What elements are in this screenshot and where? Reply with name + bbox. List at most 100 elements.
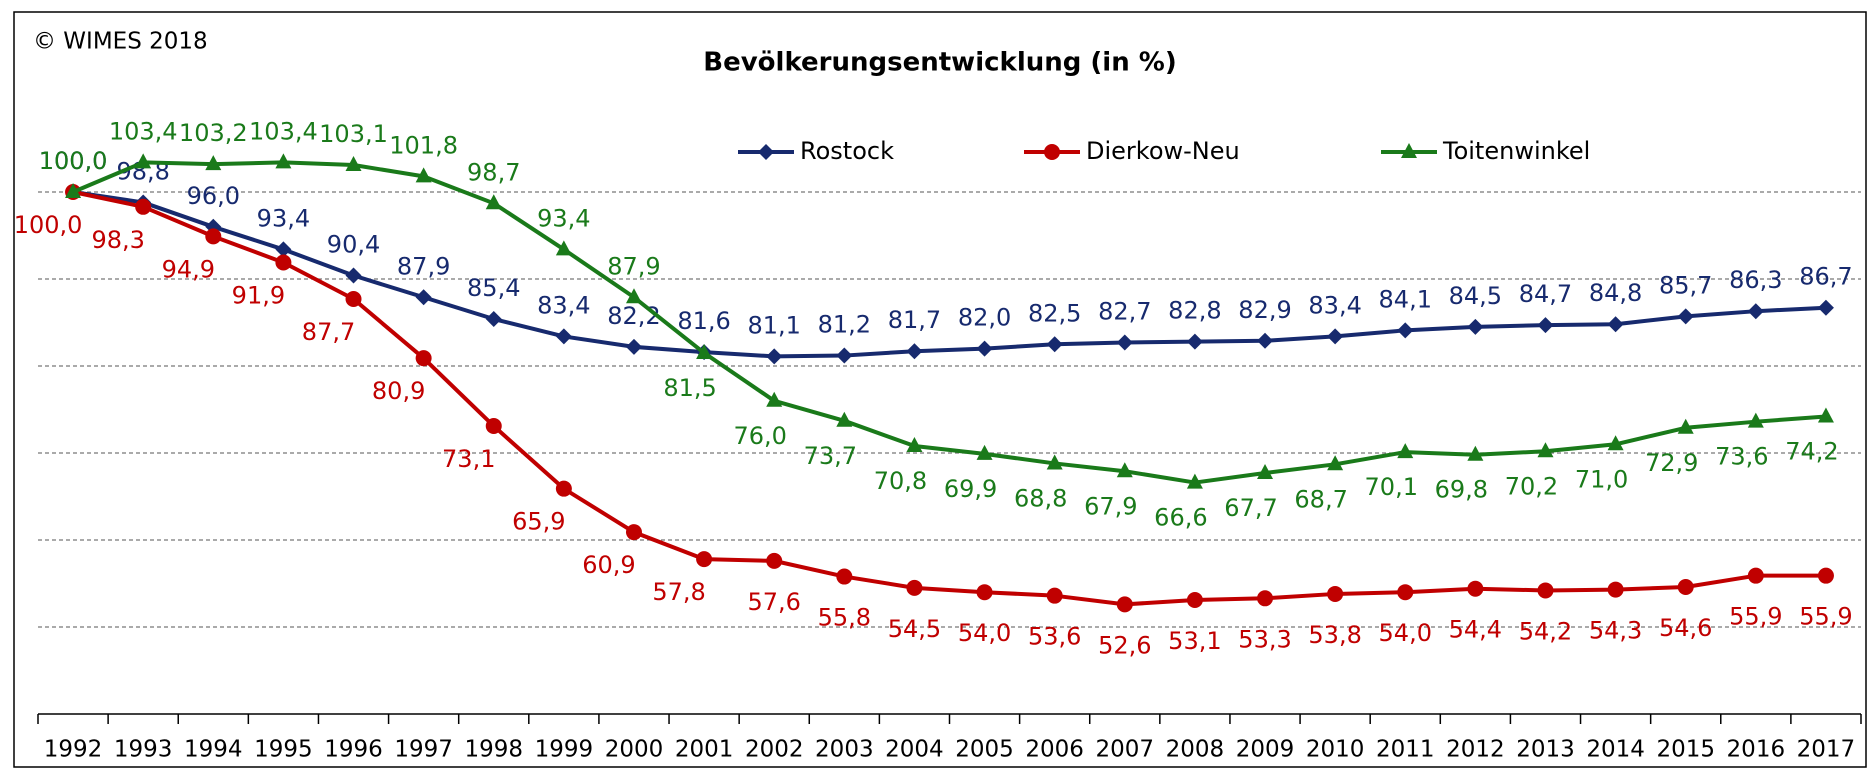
data-point [696, 343, 713, 359]
data-label: 93,4 [537, 204, 590, 232]
data-label: 67,9 [1084, 492, 1137, 520]
legend-marker [758, 144, 774, 160]
data-label: 81,5 [663, 374, 716, 402]
data-label: 82,7 [1098, 298, 1151, 326]
data-label: 87,9 [397, 252, 450, 280]
x-tick-label: 2003 [815, 737, 874, 763]
x-tick-label: 2008 [1166, 737, 1225, 763]
data-point [1537, 317, 1554, 334]
data-point [345, 291, 362, 308]
x-tick-label: 2017 [1797, 737, 1856, 763]
data-label: 70,1 [1365, 473, 1418, 501]
data-label: 54,0 [958, 619, 1011, 647]
data-point [1467, 318, 1484, 335]
data-label: 100,0 [39, 147, 108, 175]
x-tick-label: 1994 [184, 737, 243, 763]
data-point [836, 568, 853, 585]
data-label: 103,2 [179, 119, 248, 147]
data-label: 94,9 [162, 255, 215, 283]
data-label: 76,0 [733, 422, 786, 450]
data-point [1257, 464, 1274, 480]
x-tick-label: 1996 [324, 737, 383, 763]
data-point [1817, 299, 1834, 316]
x-tick-label: 1999 [535, 737, 594, 763]
data-point [1607, 435, 1624, 451]
data-label: 80,9 [372, 377, 425, 405]
data-point [1397, 443, 1414, 459]
x-tick-label: 1998 [464, 737, 523, 763]
data-label: 82,9 [1238, 296, 1291, 324]
data-label: 81,2 [818, 311, 871, 339]
data-point [345, 156, 362, 172]
data-label: 83,4 [1308, 291, 1361, 319]
data-point [1747, 303, 1764, 320]
data-label: 54,3 [1589, 617, 1642, 645]
series-line [72, 190, 1826, 607]
data-point [836, 347, 853, 364]
data-label: 81,7 [888, 306, 941, 334]
data-point [275, 254, 292, 271]
data-label: 57,6 [747, 588, 800, 616]
data-point [976, 444, 993, 460]
data-point [766, 348, 783, 365]
data-point [1537, 582, 1554, 599]
data-point [1677, 308, 1694, 325]
data-label: 52,6 [1098, 631, 1151, 659]
data-point [1397, 322, 1414, 339]
data-point [555, 240, 572, 256]
data-label: 55,9 [1729, 603, 1782, 631]
data-point [135, 198, 152, 215]
data-point [135, 153, 152, 169]
x-tick-label: 1992 [44, 737, 103, 763]
x-tick-label: 2004 [885, 737, 944, 763]
x-tick-label: 2007 [1096, 737, 1155, 763]
legend-label: Toitenwinkel [1442, 137, 1590, 165]
data-label: 54,5 [888, 615, 941, 643]
data-point [625, 288, 642, 304]
data-point [1327, 585, 1344, 602]
data-point [1327, 328, 1344, 345]
data-label: 69,8 [1435, 476, 1488, 504]
data-point [696, 551, 713, 568]
data-label: 54,4 [1449, 616, 1502, 644]
data-point [555, 480, 572, 497]
data-label: 86,7 [1799, 263, 1852, 291]
data-point [205, 228, 222, 245]
x-tick-label: 2002 [745, 737, 804, 763]
data-label: 55,8 [818, 604, 871, 632]
data-label: 73,1 [442, 445, 495, 473]
x-tick-label: 2011 [1376, 737, 1435, 763]
data-label: 82,2 [607, 302, 660, 330]
data-point [1537, 442, 1554, 458]
data-label: 65,9 [512, 508, 565, 536]
data-point [1257, 332, 1274, 349]
data-label: 72,9 [1645, 449, 1698, 477]
data-label: 73,7 [804, 442, 857, 470]
data-point [766, 552, 783, 569]
data-point [1747, 412, 1764, 428]
data-point [415, 167, 432, 183]
data-label: 81,6 [677, 307, 730, 335]
data-point [415, 289, 432, 306]
data-label: 54,0 [1379, 619, 1432, 647]
data-point [1747, 567, 1764, 584]
chart-title: Bevölkerungsentwicklung (in %) [703, 48, 1176, 78]
x-tick-label: 2013 [1516, 737, 1575, 763]
data-point [836, 411, 853, 427]
data-point [1607, 581, 1624, 598]
data-point [976, 340, 993, 357]
data-label: 100,0 [14, 211, 83, 239]
data-label: 55,9 [1799, 603, 1852, 631]
data-point [555, 328, 572, 345]
x-tick-label: 1995 [254, 737, 313, 763]
x-tick-label: 2010 [1306, 737, 1365, 763]
data-point [65, 183, 82, 198]
data-label: 67,7 [1224, 494, 1277, 522]
data-point [1817, 407, 1834, 423]
data-label: 82,5 [1028, 299, 1081, 327]
data-point [1046, 587, 1063, 604]
legend-label: Dierkow-Neu [1086, 137, 1240, 165]
data-point [485, 311, 502, 328]
data-label: 53,1 [1168, 627, 1221, 655]
